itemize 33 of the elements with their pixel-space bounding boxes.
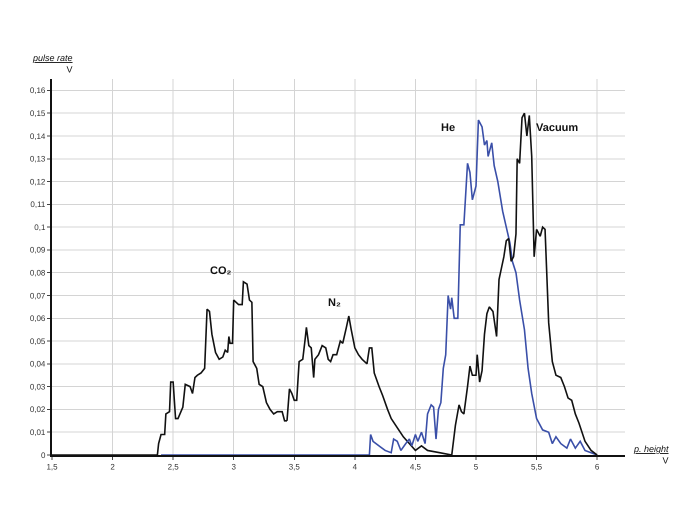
y-tick-label: 0,1 xyxy=(34,222,46,232)
y-tick-label: 0,11 xyxy=(30,200,46,210)
y-axis-title: pulse rate V xyxy=(32,53,73,75)
y-tick-label: 0,07 xyxy=(30,291,46,300)
y-tick-label: 0,06 xyxy=(30,314,46,324)
series-label: CO₂ xyxy=(210,265,232,277)
y-tick-label: 0,13 xyxy=(30,154,46,164)
x-tick-label: 3,5 xyxy=(288,462,300,472)
y-tick-label: 0,14 xyxy=(30,132,46,141)
y-tick-label: 0,05 xyxy=(30,336,46,346)
series-label: Vacuum xyxy=(536,122,578,134)
x-tick-label: 5 xyxy=(474,462,479,472)
x-tick-label: 2 xyxy=(110,462,116,472)
x-tick-label: 4 xyxy=(352,462,358,472)
text: He xyxy=(441,122,456,134)
x-tick-label: 3 xyxy=(231,462,236,472)
x-tick-label: 1,5 xyxy=(46,462,58,472)
x-tick-label: 5,5 xyxy=(531,462,543,472)
y-tick-label: 0,02 xyxy=(30,405,46,414)
y-tick-label: 0,08 xyxy=(30,268,46,278)
series-label: N₂ xyxy=(328,297,341,309)
y-tick-label: 0,12 xyxy=(30,177,46,186)
y-tick-label: 0 xyxy=(40,450,46,460)
y-tick-label: 0,15 xyxy=(30,108,46,118)
x-tick-label: 2,5 xyxy=(168,462,180,472)
y-tick-label: 0,03 xyxy=(30,382,46,392)
y-tick-label: 0,04 xyxy=(30,360,46,369)
x-tick-label: 4,5 xyxy=(410,462,422,472)
y-tick-label: 0,09 xyxy=(30,246,46,255)
x-axis-title: p. height V xyxy=(633,444,670,466)
y-tick-label: 0,16 xyxy=(30,86,46,96)
y-tick-label: 0,01 xyxy=(30,428,46,438)
x-tick-label: 6 xyxy=(594,462,600,472)
